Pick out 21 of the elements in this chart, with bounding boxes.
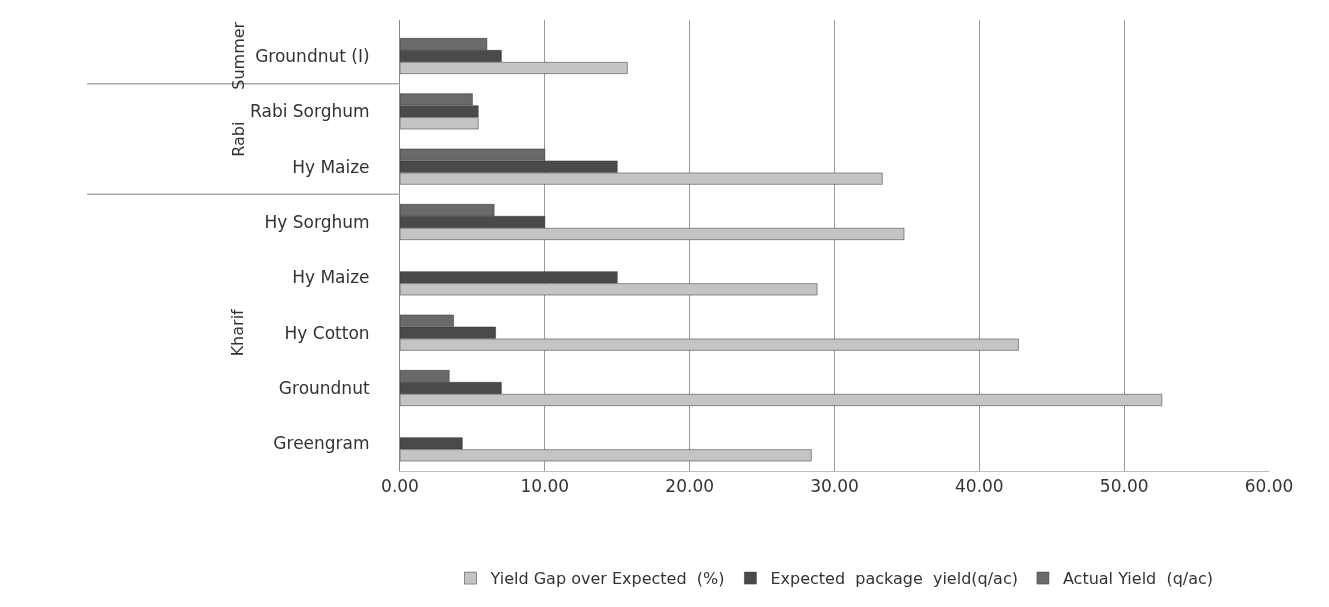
y-tick-label: Hy Maize xyxy=(292,156,370,177)
y-tick-label: Greengram xyxy=(273,433,370,454)
x-tick-label: 10.00 xyxy=(520,476,570,497)
x-tick-label: 40.00 xyxy=(954,476,1004,497)
x-tick-label: 60.00 xyxy=(1244,476,1294,497)
x-tick-label: 30.00 xyxy=(810,476,859,497)
text: Rabi xyxy=(228,121,248,157)
y-tick-label: Hy Maize xyxy=(292,267,370,288)
x-tick-label: 50.00 xyxy=(1099,476,1149,497)
y-tick-label: Hy Sorghum xyxy=(264,211,370,232)
y-tick-label: Hy Cotton xyxy=(284,322,370,343)
text: Kharif xyxy=(228,308,248,357)
text: Summer xyxy=(228,21,248,90)
x-tick-label: 0.00 xyxy=(381,476,419,497)
y-tick-label: Rabi Sorghum xyxy=(250,101,370,122)
legend-label: Yield Gap over Expected (%) xyxy=(489,569,725,589)
legend-label: Actual Yield (q/ac) xyxy=(1062,569,1214,589)
x-tick-label: 20.00 xyxy=(665,476,715,497)
y-tick-label: Groundnut xyxy=(278,377,370,398)
legend-label: Expected package yield(q/ac) xyxy=(770,569,1018,589)
y-tick-label: Groundnut (I) xyxy=(255,45,370,66)
